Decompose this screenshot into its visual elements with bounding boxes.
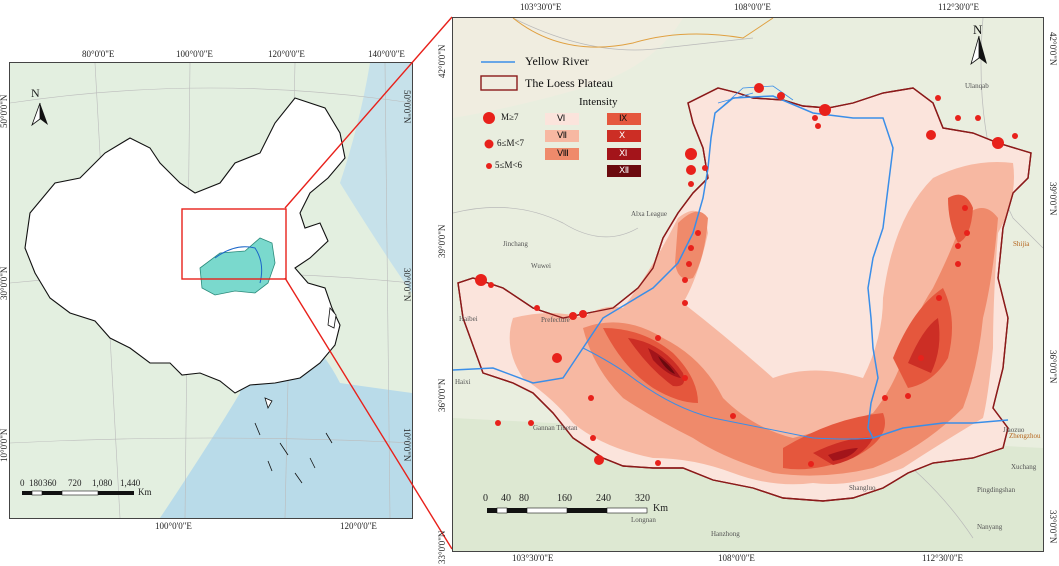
place-zhengzhou: Zhengzhou [1009, 432, 1041, 440]
intensity-label-viii: Ⅷ [557, 148, 569, 158]
yellow-river-overview [214, 246, 263, 284]
place-prefecture: Prefecture [541, 316, 570, 324]
right-right-tick-36n: 36°0'0"N [1048, 350, 1058, 384]
overview-map: N 0 180 360 720 1,080 1,440 Km [9, 62, 413, 519]
place-shangluo: Shangluo [849, 484, 876, 492]
legend-yellow-river-label: Yellow River [525, 54, 589, 68]
intensity-label-xi: Ⅺ [619, 148, 628, 158]
north-label: N [973, 22, 983, 37]
legend-mag-7-label: M≥7 [501, 112, 519, 122]
left-bottom-tick-120e: 120°0'0"E [340, 521, 377, 531]
scale-tick-320-km: 320 [635, 493, 650, 504]
right-left-tick-33n: 33°0'0"N [437, 530, 447, 564]
left-left-tick-10n: 10°0'0"N [0, 428, 9, 462]
place-alxa-league: Alxa League [631, 210, 667, 218]
loess-plateau-map: Yellow River The Loess Plateau Intensity… [452, 17, 1044, 552]
intensity-map-canvas [453, 18, 1043, 551]
scale-tick-1080: 1,080 [92, 478, 113, 488]
right-bottom-tick-112e: 112°30'0"E [922, 553, 964, 563]
scale-tick-0: 0 [20, 478, 25, 488]
left-right-tick-10n: 10°0'0"N [402, 428, 412, 462]
study-area-frame [181, 208, 287, 280]
scale-tick-40-km: 40 [501, 493, 511, 504]
right-left-tick-42n: 42°0'0"N [437, 44, 447, 78]
scale-tick-0-km: 0 [483, 493, 488, 504]
overview-map-canvas [10, 63, 412, 518]
intensity-label-ix: Ⅸ [619, 113, 628, 123]
legend-loess-plateau-label: The Loess Plateau [525, 76, 613, 90]
left-top-tick-140e: 140°0'0"E [368, 49, 405, 59]
left-left-tick-50n: 50°0'0"N [0, 94, 9, 128]
north-arrow-overview [31, 102, 48, 127]
left-right-tick-50n: 50°0'0"N [402, 90, 412, 124]
place-haibei: Haibei [459, 315, 478, 323]
right-left-tick-36n: 36°0'0"N [437, 378, 447, 412]
intensity-label-vi: Ⅵ [557, 113, 566, 123]
right-bottom-tick-108e: 108°0'0"E [718, 553, 755, 563]
hainan [264, 397, 273, 410]
scale-bar [487, 507, 648, 514]
scale-tick-360: 360 [43, 478, 57, 488]
left-top-tick-120e: 120°0'0"E [268, 49, 305, 59]
intensity-label-vii: Ⅶ [557, 130, 568, 140]
legend-plateau-symbol [480, 75, 518, 91]
place-pingdingshan: Pingdingshan [977, 486, 1016, 494]
place-shijia: Shijia [1013, 240, 1030, 248]
right-top-tick-103e: 103°30'0"E [520, 2, 562, 12]
place-xuchang: Xuchang [1011, 463, 1037, 471]
north-label-overview: N [31, 86, 40, 100]
china-outline [24, 97, 346, 394]
legend-mag-5-label: 5≤M<6 [495, 160, 523, 170]
left-top-tick-100e: 100°0'0"E [176, 49, 213, 59]
left-right-tick-30n: 30°0'0"N [402, 268, 412, 302]
scale-tick-180: 180 [29, 478, 43, 488]
legend-mag-6-symbol [484, 139, 494, 149]
place-ulanqab: Ulanqab [965, 82, 989, 90]
right-left-tick-39n: 39°0'0"N [437, 224, 447, 258]
legend-mag-6-label: 6≤M<7 [497, 138, 525, 148]
scale-unit: Km [653, 503, 668, 514]
place-haixi: Haixi [455, 378, 471, 386]
right-bottom-tick-103e: 103°30'0"E [512, 553, 554, 563]
loess-plateau-overview [199, 237, 276, 296]
legend-intensity-title: Intensity [579, 96, 618, 108]
right-top-tick-108e: 108°0'0"E [734, 2, 771, 12]
scale-bar-overview [22, 490, 134, 496]
yellow-river [453, 95, 1009, 439]
left-left-tick-30n: 30°0'0"N [0, 266, 9, 300]
place-nanyang: Nanyang [977, 523, 1003, 531]
scale-tick-160-km: 160 [557, 493, 572, 504]
left-bottom-tick-100e: 100°0'0"E [155, 521, 192, 531]
intensity-swatches [545, 113, 641, 177]
scale-tick-80-km: 80 [519, 493, 529, 504]
right-right-tick-42n: 42°0'0"N [1048, 32, 1058, 66]
border-orange [512, 18, 774, 48]
place-gannan-tibetan: Gannan Tibetan [533, 424, 578, 432]
right-top-tick-112e: 112°30'0"E [938, 2, 980, 12]
legend-mag-7-symbol [483, 112, 495, 124]
scale-unit-overview: Km [138, 487, 152, 497]
intensity-label-xii: Ⅻ [619, 165, 630, 175]
right-right-tick-39n: 39°0'0"N [1048, 182, 1058, 216]
scale-tick-1440: 1,440 [120, 478, 141, 488]
epicenters [475, 83, 1018, 467]
right-right-tick-33n: 33°0'0"N [1048, 510, 1058, 544]
scale-tick-240-km: 240 [596, 493, 611, 504]
place-longnan: Longnan [631, 516, 656, 524]
scale-tick-720: 720 [68, 478, 82, 488]
legend-mag-5-symbol [486, 163, 492, 169]
north-arrow [970, 35, 987, 66]
place-jinchang: Jinchang [503, 240, 528, 248]
place-hanzhong: Hanzhong [711, 530, 740, 538]
intensity-label-x: Ⅹ [619, 130, 626, 140]
left-top-tick-80e: 80°0'0"E [82, 49, 115, 59]
place-wuwei: Wuwei [531, 262, 551, 270]
place-jiaozuo: Jiaozuo [1003, 426, 1025, 434]
